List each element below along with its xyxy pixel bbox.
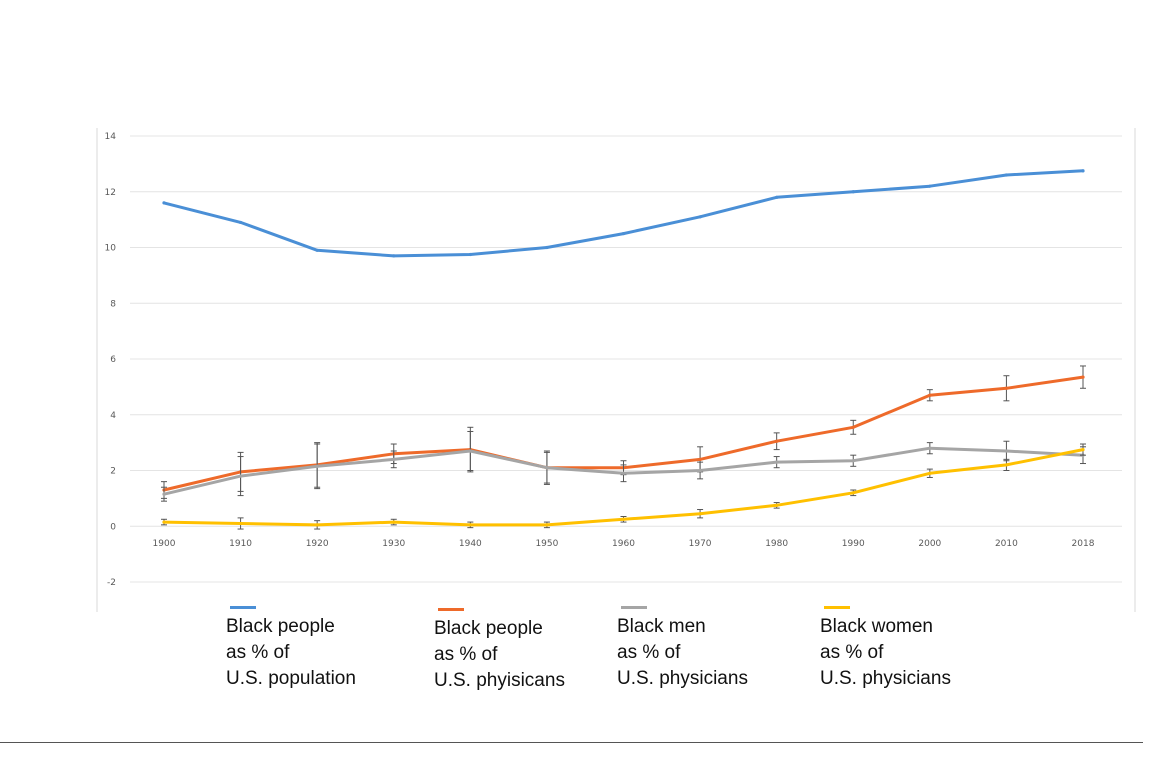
legend-label: Black people as % of U.S. phyisicans [434,618,565,691]
data-point [1004,463,1009,467]
data-point [698,512,702,516]
data-point [1004,386,1009,390]
data-point [545,523,549,527]
series-1 [162,169,1085,258]
data-point [238,474,243,478]
x-tick-label: 1900 [153,539,176,549]
legend-swatch [824,606,850,609]
series-line [162,169,1085,258]
data-point [775,503,779,507]
data-point [775,460,779,464]
y-tick-label: 6 [110,355,116,365]
x-tick-label: 2000 [918,539,941,549]
data-point [468,523,472,527]
bottom-divider [0,742,1143,743]
data-point [315,464,319,468]
y-tick-label: 14 [105,132,117,142]
x-tick-label: 1970 [689,539,712,549]
series-4 [161,443,1086,530]
data-point [315,523,319,527]
data-point [928,393,932,397]
data-point [468,252,472,257]
legend-swatch [230,606,256,609]
data-point [162,520,166,524]
y-tick-label: 4 [110,411,116,421]
data-point [851,190,855,194]
data-point [1081,169,1085,173]
data-point [315,248,319,252]
data-point [621,231,626,236]
y-tick-label: 2 [110,467,116,477]
x-tick-label: 2018 [1072,539,1095,549]
y-tick-label: -2 [107,578,116,588]
x-tick-label: 1960 [612,539,635,549]
data-point [1081,447,1085,452]
data-point [775,439,779,443]
legend-item-men: Black men as % of U.S. physicians [617,606,748,692]
data-point [851,491,855,495]
data-point [928,446,932,450]
data-point [851,425,855,429]
data-point [851,459,855,463]
data-point [162,492,166,496]
data-point [392,254,396,258]
data-point [1004,449,1009,453]
data-point [1081,375,1085,379]
x-tick-label: 1920 [306,539,329,549]
x-tick-label: 1940 [459,539,482,549]
y-tick-label: 8 [110,299,116,309]
y-tick-label: 0 [110,522,116,532]
legend-label: Black women as % of U.S. physicians [820,616,951,689]
x-tick-label: 1950 [535,539,558,549]
data-point [928,184,932,188]
data-point [545,466,549,470]
legend-swatch [438,608,464,611]
data-point [698,215,702,219]
data-point [238,220,243,225]
data-point [621,471,626,475]
data-point [1004,173,1009,177]
legend-swatch [621,606,647,609]
data-point [468,449,472,453]
data-point [698,468,702,473]
x-tick-label: 1910 [229,539,252,549]
legend-label: Black people as % of U.S. population [226,616,356,689]
legend-item-women: Black women as % of U.S. physicians [820,606,951,692]
data-point [775,195,779,199]
series-lines [161,169,1086,530]
series-3 [161,430,1086,502]
data-point [162,201,166,205]
y-tick-label: 12 [105,188,116,198]
legend-label: Black men as % of U.S. physicians [617,616,748,689]
data-point [928,471,932,475]
data-point [621,517,626,521]
data-point [392,457,396,461]
legend-item-population: Black people as % of U.S. population [226,606,356,692]
data-point [545,245,549,250]
x-tick-label: 1990 [842,539,865,549]
data-point [238,521,243,526]
data-point [392,520,396,524]
legend-item-physicians: Black people as % of U.S. phyisicans [434,608,565,694]
plot-frame [96,128,1136,612]
data-point [698,457,702,461]
x-tick-label: 1980 [765,539,788,549]
x-tick-label: 1930 [382,539,405,549]
y-tick-label: 10 [105,244,117,254]
gridlines [130,135,1122,583]
y-axis-tick-labels: 14 12 10 8 6 4 2 0 -2 [105,132,117,588]
x-axis-tick-labels: 1900 1910 1920 1930 1940 1950 1960 1970 1980 1990… [153,539,1095,549]
x-tick-label: 2010 [995,539,1018,549]
